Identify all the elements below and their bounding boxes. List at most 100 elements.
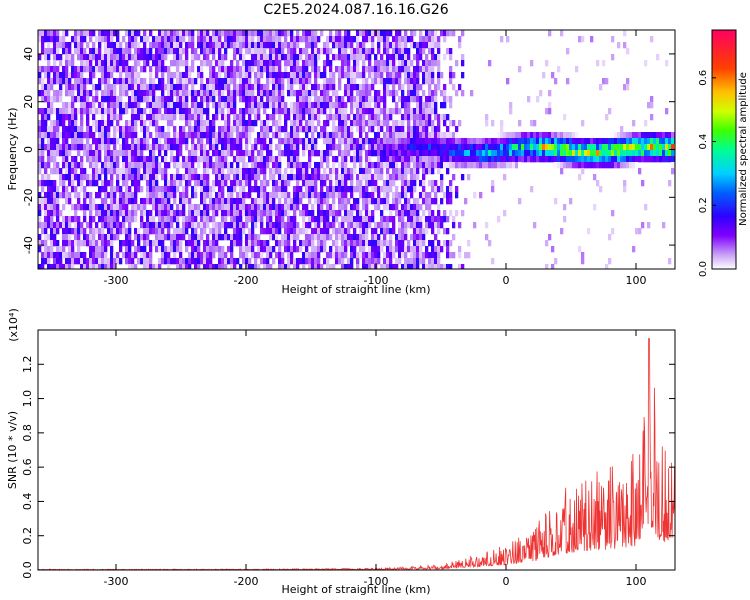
spectrogram-cell	[65, 114, 69, 121]
spectrogram-cell	[83, 204, 87, 211]
spectrogram-cell	[497, 138, 501, 145]
spectrogram-cell	[245, 48, 249, 55]
spectrogram-cell	[53, 48, 57, 55]
spectrogram-cell	[101, 90, 105, 97]
spectrogram-cell	[395, 204, 399, 211]
spectrogram-cell	[347, 258, 351, 265]
spectrogram-cell	[386, 240, 390, 247]
spectrogram-cell	[98, 60, 102, 67]
spectrogram-cell	[416, 222, 420, 229]
spectrogram-cell	[374, 186, 378, 193]
spectrogram-cell	[215, 78, 219, 85]
spectrogram-cell	[191, 42, 195, 49]
spectrogram-cell	[458, 84, 462, 91]
spectrogram-cell	[182, 60, 186, 67]
spectrogram-cell	[287, 114, 291, 121]
spectrogram-cell	[365, 138, 369, 145]
spectrogram-cell	[251, 30, 255, 37]
spectrogram-cell	[83, 90, 87, 97]
spectrogram-cell	[74, 258, 78, 265]
spectrogram-cell	[41, 84, 45, 91]
spectrogram-cell	[323, 138, 327, 145]
spectrogram-cell	[272, 210, 276, 217]
spectrogram-cell	[611, 150, 615, 157]
spectrogram-cell	[482, 150, 486, 157]
spectrogram-cell	[203, 198, 207, 205]
spectrogram-cell	[65, 60, 69, 67]
spectrogram-cell	[221, 114, 225, 121]
spectrogram-cell	[359, 210, 363, 217]
spectrogram-cell	[275, 222, 279, 229]
spectrogram-cell	[449, 192, 453, 199]
spectrogram-cell	[281, 216, 285, 223]
spectrogram-cell	[569, 198, 573, 205]
spectrogram-cell	[77, 228, 81, 235]
spectrogram-cell	[332, 78, 336, 85]
spectrogram-cell	[401, 132, 405, 139]
spectrogram-cell	[98, 42, 102, 49]
spectrogram-cell	[227, 114, 231, 121]
spectrogram-cell	[137, 162, 141, 169]
spectrogram-cell	[530, 186, 534, 193]
spectrogram-cell	[353, 84, 357, 91]
spectrogram-cell	[284, 126, 288, 133]
spectrogram-cell	[65, 234, 69, 241]
spectrogram-cell	[245, 96, 249, 103]
spectrogram-cell	[476, 150, 480, 157]
spectrogram-cell	[194, 144, 198, 151]
spectrogram-cell	[305, 168, 309, 175]
spectrogram-cell	[425, 60, 429, 67]
spectrogram-cell	[170, 222, 174, 229]
spectrogram-cell	[446, 264, 450, 269]
spectrogram-cell	[47, 156, 51, 163]
spectrogram-cell	[332, 84, 336, 91]
spectrogram-cell	[287, 258, 291, 265]
spectrogram-cell	[377, 78, 381, 85]
spectrogram-cell	[392, 144, 396, 151]
spectrogram-cell	[158, 42, 162, 49]
spectrogram-cell	[146, 258, 150, 265]
spectrogram-cell	[218, 42, 222, 49]
spectrogram-cell	[287, 156, 291, 163]
spectrogram-cell	[320, 186, 324, 193]
spectrogram-cell	[581, 162, 585, 169]
spectrogram-cell	[41, 258, 45, 265]
spectrogram-cell	[392, 60, 396, 67]
spectrogram-cell	[227, 204, 231, 211]
spectrogram-cell	[365, 36, 369, 43]
spectrogram-cell	[65, 144, 69, 151]
spectrogram-cell	[239, 72, 243, 79]
spectrogram-cell	[59, 174, 63, 181]
spectrogram-cell	[338, 174, 342, 181]
spectrogram-cell	[362, 186, 366, 193]
spectrogram-cell	[218, 234, 222, 241]
spectrogram-cell	[668, 144, 672, 151]
spectrogram-cell	[269, 126, 273, 133]
spectrogram-cell	[431, 36, 435, 43]
spectrogram-cell	[263, 108, 267, 115]
spectrogram-cell	[299, 96, 303, 103]
spectrogram-cell	[287, 78, 291, 85]
spectrogram-cell	[419, 234, 423, 241]
spectrogram-cell	[356, 156, 360, 163]
spectrogram-cell	[161, 60, 165, 67]
spectrogram-cell	[143, 108, 147, 115]
spectrogram-cell	[323, 168, 327, 175]
spectrogram-cell	[149, 258, 153, 265]
spectrogram-cell	[113, 132, 117, 139]
spectrogram-cell	[308, 72, 312, 79]
spectrogram-cell	[350, 192, 354, 199]
spectrogram-cell	[293, 78, 297, 85]
spectrogram-cell	[305, 120, 309, 127]
spectrogram-cell	[461, 174, 465, 181]
spectrogram-cell	[371, 144, 375, 151]
spectrogram-cell	[170, 78, 174, 85]
spectrogram-cell	[551, 72, 555, 79]
spectrogram-cell	[386, 168, 390, 175]
spectrogram-cell	[308, 234, 312, 241]
spectrogram-cell	[257, 198, 261, 205]
spectrogram-cell	[89, 156, 93, 163]
spectrogram-cell	[545, 138, 549, 145]
spectrogram-cell	[548, 156, 552, 163]
spectrogram-cell	[59, 168, 63, 175]
